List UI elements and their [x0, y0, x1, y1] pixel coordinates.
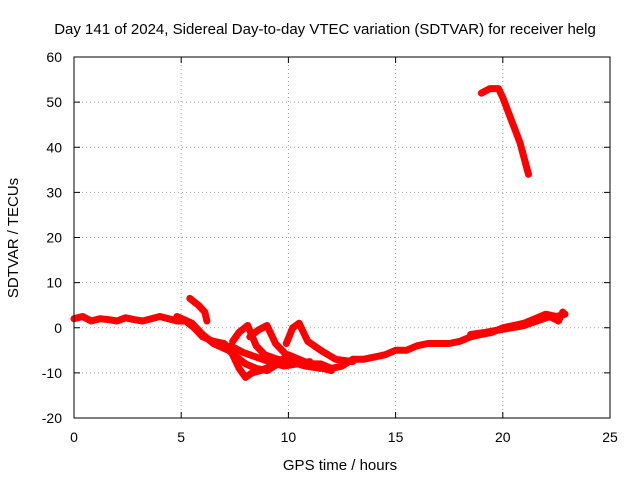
data-series — [70, 85, 569, 381]
y-tick-label: 40 — [46, 139, 62, 155]
x-tick-label: 25 — [602, 429, 618, 445]
y-tick-label: 30 — [46, 184, 62, 200]
x-tick-label: 20 — [495, 429, 511, 445]
x-tick-label: 0 — [70, 429, 78, 445]
series-branch-f — [282, 319, 357, 366]
series-branch-d — [246, 322, 335, 375]
series-upper-arc — [477, 85, 532, 178]
y-tick-label: 50 — [46, 94, 62, 110]
y-tick-label: 20 — [46, 230, 62, 246]
chart-title: Day 141 of 2024, Sidereal Day-to-day VTE… — [54, 21, 596, 38]
x-axis-title: GPS time / hours — [283, 457, 397, 474]
x-tick-label: 5 — [177, 429, 185, 445]
axis-ticks: 0 5 10 15 20 25 -20 -10 0 10 20 30 40 50 60 — [42, 49, 618, 445]
y-tick-label: -10 — [42, 365, 62, 381]
series-branch-a — [173, 313, 282, 375]
y-tick-label: 0 — [54, 320, 62, 336]
x-tick-label: 10 — [281, 429, 297, 445]
grid-lines — [74, 57, 610, 418]
x-tick-label: 15 — [388, 429, 404, 445]
series-branch-e — [186, 294, 211, 325]
series-branch-g — [467, 308, 567, 338]
y-tick-label: 10 — [46, 275, 62, 291]
y-tick-label: -20 — [42, 410, 62, 426]
y-tick-label: 60 — [46, 49, 62, 65]
y-axis-title: SDTVAR / TECUs — [5, 178, 22, 298]
